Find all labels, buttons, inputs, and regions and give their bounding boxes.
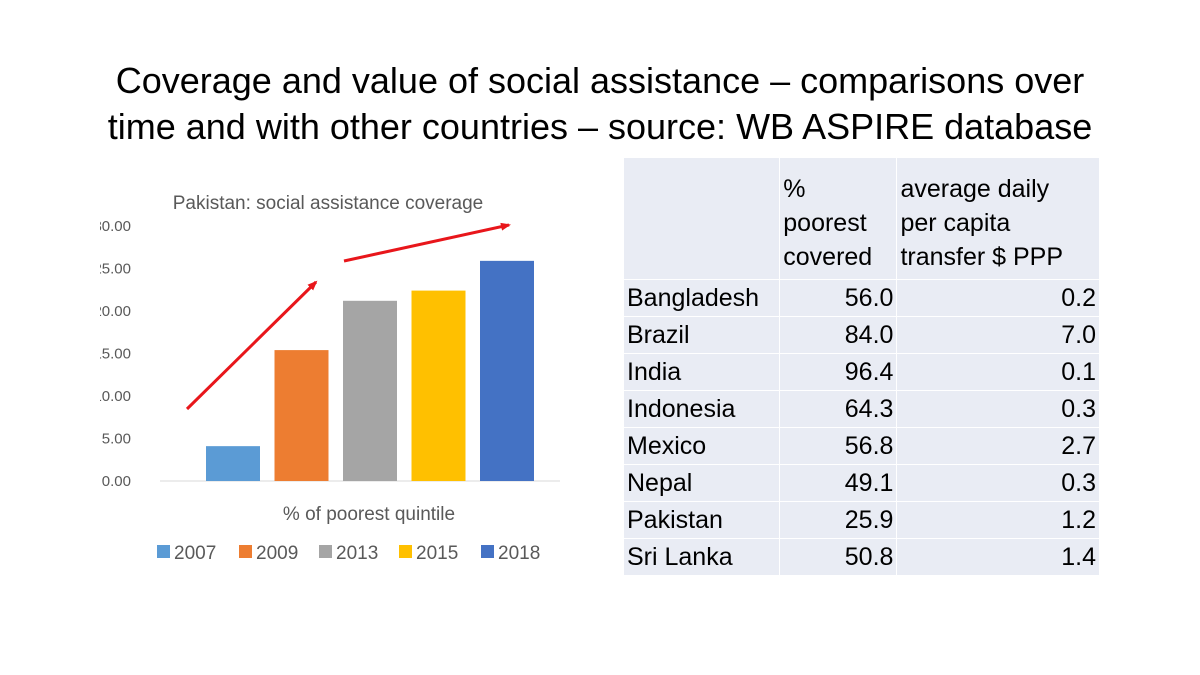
y-axis-labels: 0.00 5.00 10.00 15.00 20.00 25.00 30.00 [100, 218, 131, 490]
cell-covered: 49.1 [779, 464, 898, 502]
legend-item-2009: 2009 [239, 543, 298, 564]
table-row: Sri Lanka 50.8 1.4 [622, 538, 1100, 576]
header-line: per capita [900, 209, 1011, 237]
legend-item-2007: 2007 [157, 543, 216, 564]
bar-2015 [411, 290, 466, 481]
table-body: Bangladesh 56.0 0.2 Brazil 84.0 7.0 India 96.4 0… [622, 279, 1100, 576]
cell-country: Mexico [622, 427, 781, 465]
header-line: average daily [900, 175, 1050, 203]
cell-transfer: 0.2 [896, 279, 1100, 317]
cell-covered: 56.0 [779, 279, 898, 317]
header-line: poorest [783, 209, 867, 237]
legend: 2007 2009 2013 2015 2018 [157, 543, 540, 564]
cell-transfer: 0.3 [896, 464, 1100, 502]
cell-covered: 56.8 [779, 427, 898, 465]
header-country [622, 157, 781, 280]
chart-title: Pakistan: social assistance coverage [173, 193, 484, 214]
y-tick-label: 30.00 [100, 218, 131, 235]
legend-label: 2013 [336, 543, 378, 564]
cell-covered: 64.3 [779, 390, 898, 428]
slide-title-line-1: Coverage and value of social assistance … [115, 60, 1085, 101]
cell-country: Indonesia [622, 390, 781, 428]
table-row: India 96.4 0.1 [622, 353, 1100, 391]
legend-item-2018: 2018 [481, 543, 540, 564]
y-tick-label: 25.00 [100, 261, 131, 278]
header-covered: % poorest covered [779, 157, 898, 280]
legend-swatch [481, 545, 494, 558]
cell-covered: 25.9 [779, 501, 898, 539]
coverage-bar-chart: Pakistan: social assistance coverage 0.0… [100, 193, 560, 564]
table-row: Pakistan 25.9 1.2 [622, 501, 1100, 539]
slide-title-line-2: time and with other countries – source: … [107, 106, 1093, 147]
y-tick-label: 5.00 [102, 431, 131, 448]
trend-arrow-2 [343, 222, 511, 263]
table-row: Mexico 56.8 2.7 [622, 427, 1100, 465]
header-line: % [783, 175, 806, 203]
table-row: Nepal 49.1 0.3 [622, 464, 1100, 502]
bar-2013 [343, 300, 397, 481]
bar-2007 [206, 446, 260, 481]
legend-swatch [239, 545, 252, 558]
cell-transfer: 2.7 [896, 427, 1100, 465]
cell-country: Pakistan [622, 501, 781, 539]
legend-label: 2015 [416, 543, 458, 564]
cell-country: Nepal [622, 464, 781, 502]
legend-label: 2009 [256, 543, 298, 564]
table-row: Bangladesh 56.0 0.2 [622, 279, 1100, 317]
bars [206, 260, 534, 481]
legend-swatch [399, 545, 412, 558]
trend-arrow-1 [185, 280, 318, 411]
legend-item-2015: 2015 [399, 543, 458, 564]
cell-transfer: 0.1 [896, 353, 1100, 391]
table-row: Indonesia 64.3 0.3 [622, 390, 1100, 428]
cell-country: Bangladesh [622, 279, 781, 317]
cell-transfer: 7.0 [896, 316, 1100, 354]
legend-item-2013: 2013 [319, 543, 378, 564]
y-tick-label: 15.00 [100, 346, 131, 363]
comparison-table: % poorest covered average daily per capi… [622, 157, 1100, 576]
legend-label: 2018 [498, 543, 540, 564]
cell-transfer: 0.3 [896, 390, 1100, 428]
y-tick-label: 10.00 [100, 388, 131, 405]
table-row: Brazil 84.0 7.0 [622, 316, 1100, 354]
y-tick-label: 20.00 [100, 303, 131, 320]
x-axis-label: % of poorest quintile [283, 504, 455, 525]
cell-covered: 96.4 [779, 353, 898, 391]
cell-country: India [622, 353, 781, 391]
slide-title: Coverage and value of social assistance … [40, 58, 1160, 150]
cell-country: Brazil [622, 316, 781, 354]
header-line: covered [783, 243, 873, 271]
cell-covered: 50.8 [779, 538, 898, 576]
header-transfer: average daily per capita transfer $ PPP [896, 157, 1100, 280]
cell-covered: 84.0 [779, 316, 898, 354]
legend-swatch [319, 545, 332, 558]
y-tick-label: 0.00 [102, 473, 131, 490]
cell-country: Sri Lanka [622, 538, 781, 576]
header-line: transfer $ PPP [900, 243, 1064, 271]
legend-label: 2007 [174, 543, 216, 564]
bar-2009 [274, 350, 329, 481]
legend-swatch [157, 545, 170, 558]
cell-transfer: 1.2 [896, 501, 1100, 539]
bar-2018 [480, 260, 534, 481]
table-header-row: % poorest covered average daily per capi… [622, 157, 1100, 280]
cell-transfer: 1.4 [896, 538, 1100, 576]
